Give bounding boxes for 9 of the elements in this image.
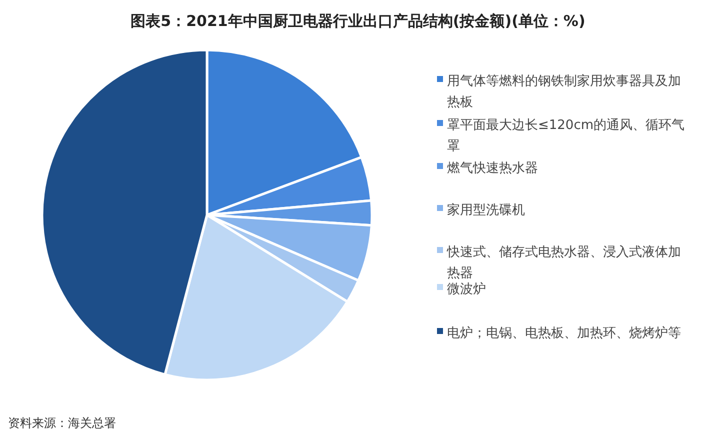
legend-label: 微波炉 <box>447 282 486 297</box>
legend-label: 家用型洗碟机 <box>447 202 525 218</box>
legend-label: 快速式、储存式电热水器、浸入式液体加热器 <box>446 245 681 281</box>
legend-label: 罩平面最大边长≤120cm的通风、循环气罩 <box>447 118 685 154</box>
text: 资料来源：海关总署 <box>8 416 116 430</box>
legend-label: 用气体等燃料的钢铁制家用炊事器具及加热板 <box>447 73 681 110</box>
legend-label: 电炉；电锅、电热板、加热环、烧烤炉等 <box>447 326 681 341</box>
chart-title: 图表5：2021年中国厨卫电器行业出口产品结构(按金额)(单位：%) <box>130 12 586 30</box>
legend-label: 燃气快速热水器 <box>447 161 538 176</box>
